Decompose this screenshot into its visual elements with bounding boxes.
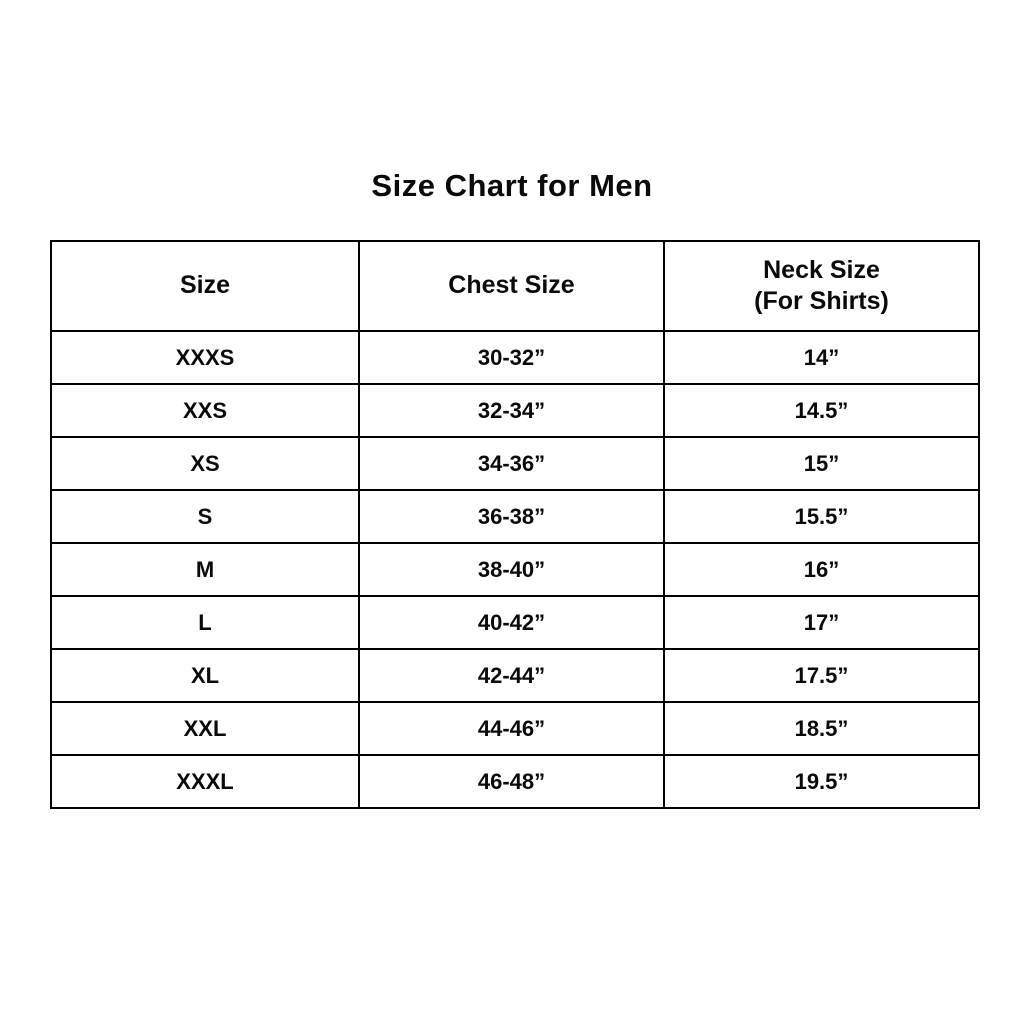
size-cell: L: [50, 595, 360, 650]
size-cell: XXS: [50, 383, 360, 438]
table-row: XS 34-36” 15”: [50, 436, 980, 491]
table-row: XXXS 30-32” 14”: [50, 330, 980, 385]
table-row: XXXL 46-48” 19.5”: [50, 754, 980, 809]
chest-cell: 30-32”: [358, 330, 665, 385]
table-row: XXS 32-34” 14.5”: [50, 383, 980, 438]
header-row: Size Chest Size Neck Size (For Shirts): [50, 240, 980, 332]
chest-cell: 38-40”: [358, 542, 665, 597]
table-row: XL 42-44” 17.5”: [50, 648, 980, 703]
table-row: XXL 44-46” 18.5”: [50, 701, 980, 756]
header-chest-size: Chest Size: [358, 240, 665, 332]
table-row: M 38-40” 16”: [50, 542, 980, 597]
page-title: Size Chart for Men: [371, 168, 653, 203]
size-cell: XS: [50, 436, 360, 491]
size-cell: S: [50, 489, 360, 544]
size-cell: XXXS: [50, 330, 360, 385]
neck-cell: 14”: [663, 330, 980, 385]
chest-cell: 36-38”: [358, 489, 665, 544]
chest-cell: 32-34”: [358, 383, 665, 438]
size-cell: XL: [50, 648, 360, 703]
size-cell: XXXL: [50, 754, 360, 809]
neck-cell: 18.5”: [663, 701, 980, 756]
chest-cell: 40-42”: [358, 595, 665, 650]
chest-cell: 34-36”: [358, 436, 665, 491]
neck-cell: 16”: [663, 542, 980, 597]
header-neck-size: Neck Size (For Shirts): [663, 240, 980, 332]
chest-cell: 44-46”: [358, 701, 665, 756]
size-cell: M: [50, 542, 360, 597]
neck-cell: 15”: [663, 436, 980, 491]
chest-cell: 42-44”: [358, 648, 665, 703]
header-neck-size-line2: (For Shirts): [754, 287, 889, 315]
neck-cell: 19.5”: [663, 754, 980, 809]
chest-cell: 46-48”: [358, 754, 665, 809]
neck-cell: 15.5”: [663, 489, 980, 544]
neck-cell: 17.5”: [663, 648, 980, 703]
header-neck-size-line1: Neck Size: [763, 255, 880, 284]
size-cell: XXL: [50, 701, 360, 756]
table-row: S 36-38” 15.5”: [50, 489, 980, 544]
size-chart-table: Size Chest Size Neck Size (For Shirts) X…: [50, 240, 980, 809]
neck-cell: 14.5”: [663, 383, 980, 438]
header-size: Size: [50, 240, 360, 332]
neck-cell: 17”: [663, 595, 980, 650]
table-row: L 40-42” 17”: [50, 595, 980, 650]
